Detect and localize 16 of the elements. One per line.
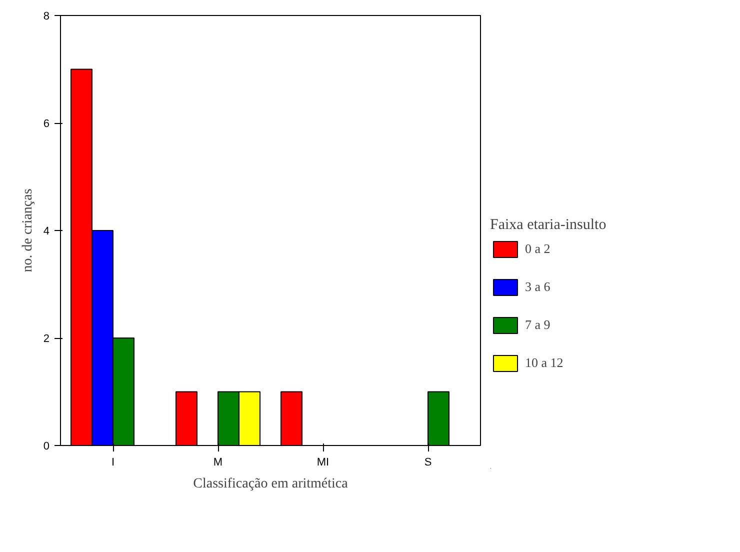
y-tick-label: 4 xyxy=(43,226,50,238)
y-tick-label: 8 xyxy=(43,10,50,22)
legend-label: 7 a 9 xyxy=(525,317,550,333)
y-tick-label: 0 xyxy=(43,440,50,452)
x-tick-label: I xyxy=(111,456,115,468)
x-axis-title: Classificação em aritmética xyxy=(193,476,349,492)
y-axis-title: no. de crianças xyxy=(20,188,36,272)
legend-label: 10 a 12 xyxy=(525,355,564,371)
legend-label: 3 a 6 xyxy=(525,279,550,295)
x-tick-label: MI xyxy=(316,456,330,468)
legend-title: Faixa etaria-insulto xyxy=(490,217,606,234)
y-tick-label: 6 xyxy=(43,118,50,130)
x-tick-label: S xyxy=(424,456,432,468)
legend-label: 0 a 2 xyxy=(525,241,550,257)
y-tick-label: 2 xyxy=(43,333,50,345)
x-tick-label: M xyxy=(213,456,223,468)
